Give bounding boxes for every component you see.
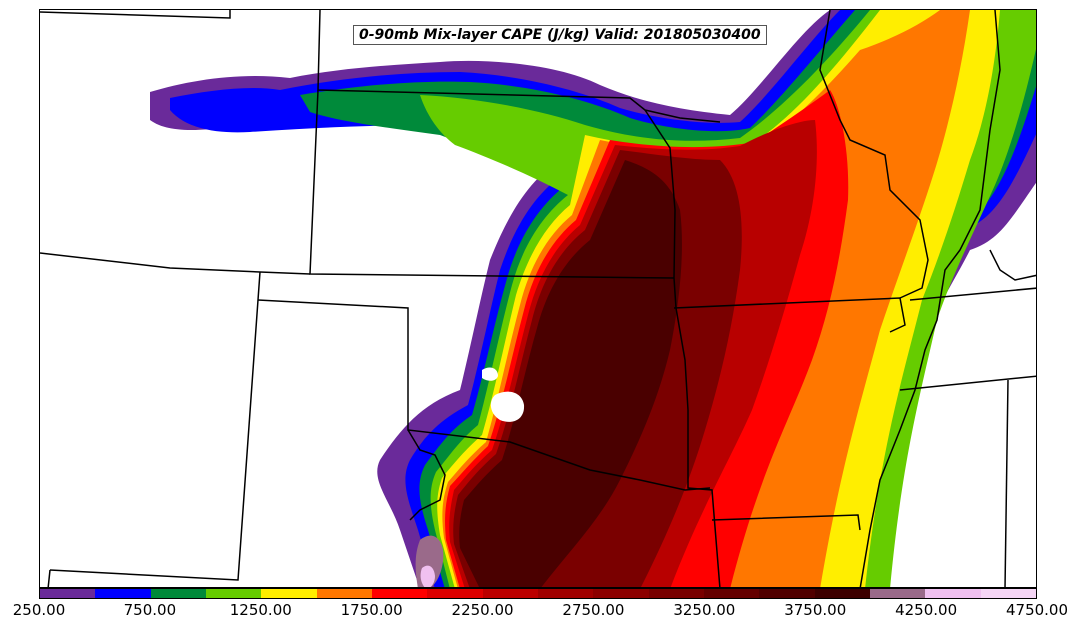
colorbar-segment (980, 589, 1036, 598)
colorbar-segment (593, 589, 649, 598)
colorbar-tick-label: 750.00 (123, 601, 177, 619)
dry-pocket-2 (482, 367, 498, 381)
colorbar-segment (261, 589, 317, 598)
state-borders (40, 10, 1036, 587)
colorbar-tick-label: 1750.00 (340, 601, 403, 619)
colorbar-segment (427, 589, 483, 598)
cape-contour-map (40, 10, 1036, 587)
dry-pocket (490, 391, 525, 422)
colorbar-tick-label: 3250.00 (673, 601, 736, 619)
colorbar-segment (703, 589, 760, 598)
colorbar-segment (925, 589, 981, 598)
colorbar-tick-label: 4750.00 (1005, 601, 1069, 619)
colorbar-segment (482, 589, 538, 598)
colorbar-tick-label: 250.00 (12, 601, 66, 619)
map-panel: 0-90mb Mix-layer CAPE (J/kg) Valid: 2018… (39, 9, 1037, 588)
colorbar-tick-label: 2750.00 (562, 601, 625, 619)
colorbar-tick-label: 2250.00 (451, 601, 514, 619)
colorbar-segment (205, 589, 262, 598)
colorbar-labels: 250.00 750.00 1250.00 1750.00 2250.00 2750.00… (0, 601, 1081, 623)
colorbar-segment (759, 589, 815, 598)
colorbar-segment (95, 589, 151, 598)
colorbar-segment (814, 589, 870, 598)
map-title: 0-90mb Mix-layer CAPE (J/kg) Valid: 2018… (353, 25, 767, 45)
colorbar (39, 588, 1037, 599)
colorbar-segment (150, 589, 206, 598)
colorbar-tick-label: 1250.00 (229, 601, 292, 619)
cape-contour-4250 (420, 565, 435, 587)
cape-contour-3250 (459, 160, 682, 587)
colorbar-segment (40, 589, 96, 598)
cape-fill-layers (150, 10, 1036, 587)
colorbar-tick-label: 3750.00 (784, 601, 847, 619)
colorbar-segment (648, 589, 704, 598)
colorbar-segment (316, 589, 372, 598)
colorbar-segment (537, 589, 594, 598)
colorbar-segment (371, 589, 428, 598)
colorbar-segment (869, 589, 926, 598)
colorbar-tick-label: 4250.00 (895, 601, 958, 619)
